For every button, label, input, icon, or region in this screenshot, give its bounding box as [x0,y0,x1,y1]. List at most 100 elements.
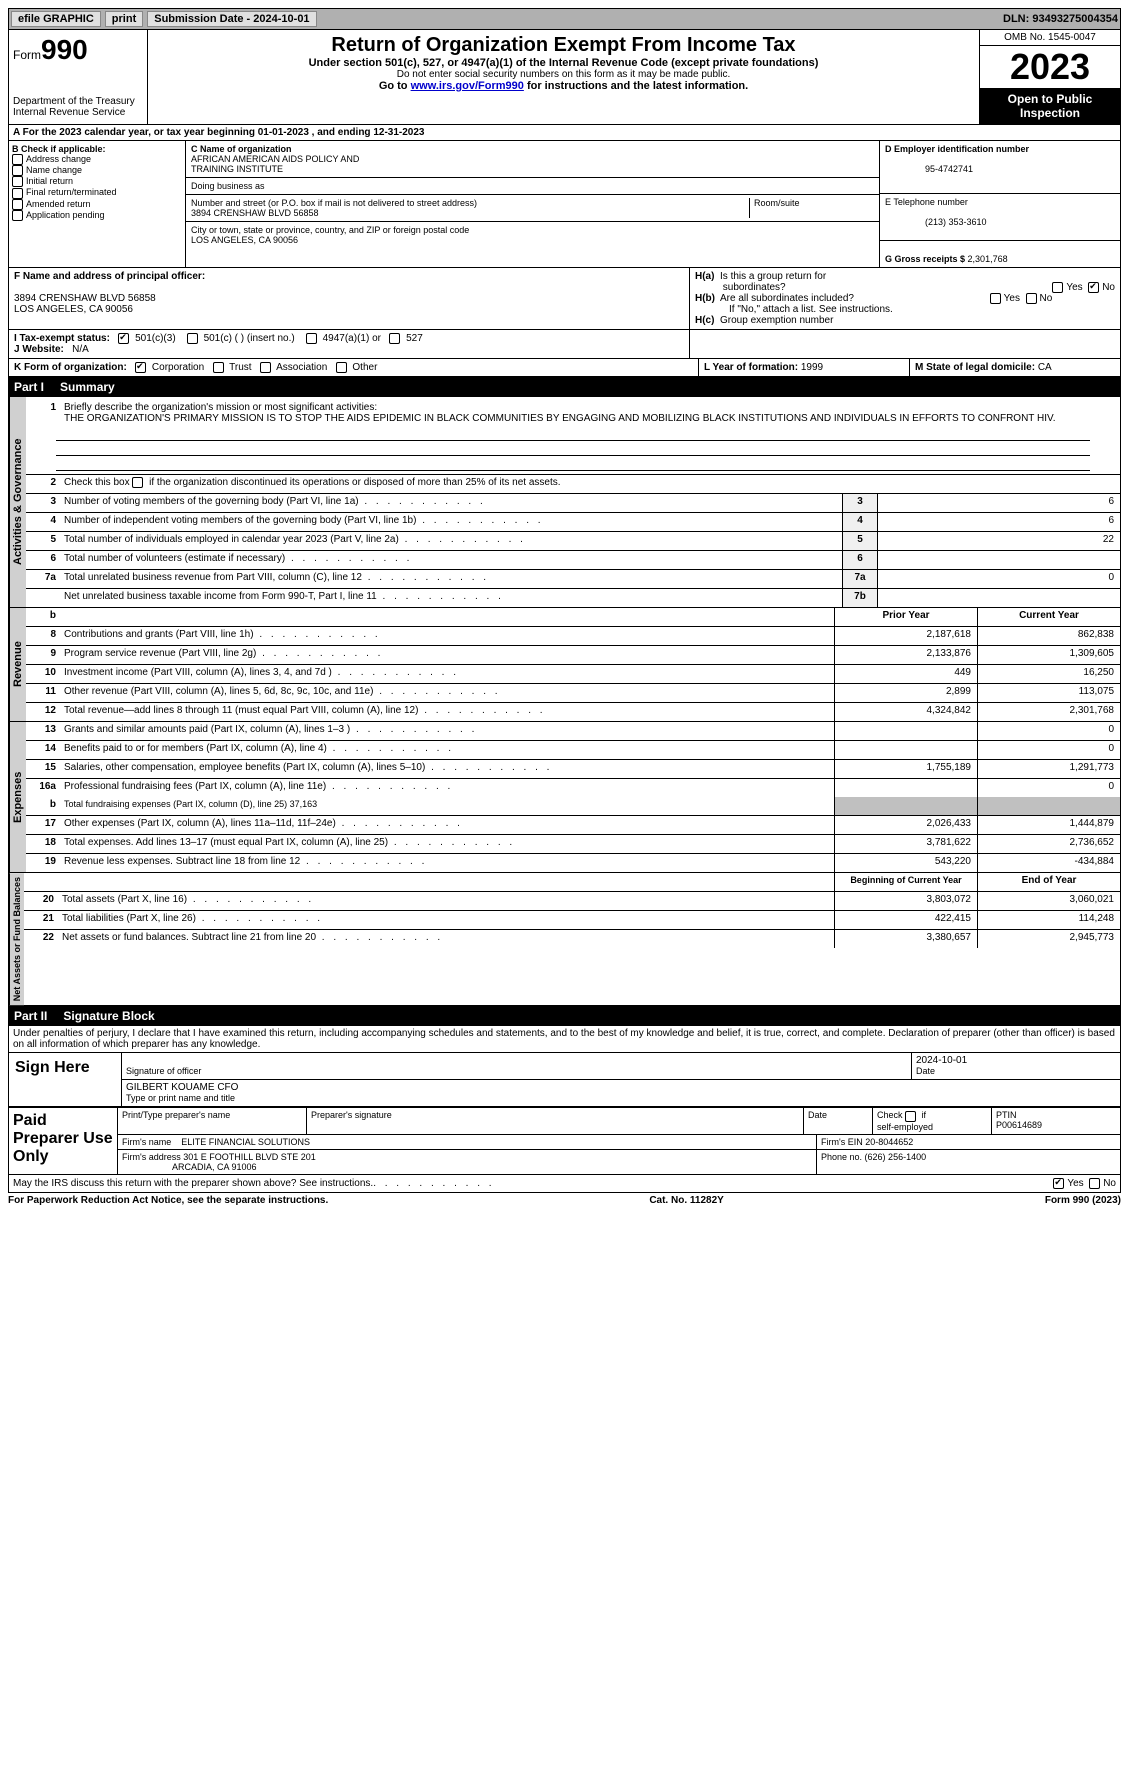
cb-501c3[interactable] [118,333,129,344]
m-value: CA [1038,362,1052,373]
line-num: 18 [26,835,60,853]
curr-val: 1,444,879 [977,816,1120,834]
cb-label: Initial return [26,176,73,186]
sig-date-value: 2024-10-01 [916,1055,967,1066]
h-cell-bottom [690,330,1120,358]
prior-val: 3,781,622 [834,835,977,853]
hb-yes-checkbox[interactable] [990,293,1001,304]
form-num: 990 [41,34,88,65]
hb-note: If "No," attach a list. See instructions… [695,304,1115,315]
table-row: 21 Total liabilities (Part X, line 26) 4… [24,911,1120,930]
prior-val: 3,803,072 [834,892,977,910]
main-title: Return of Organization Exempt From Incom… [156,34,971,57]
line-num: 8 [26,627,60,645]
cb-name-change[interactable]: Name change [12,165,182,176]
line-desc: Net assets or fund balances. Subtract li… [58,930,834,948]
line-desc: Grants and similar amounts paid (Part IX… [60,722,834,740]
dots [373,1178,1053,1189]
cb-501c[interactable] [187,333,198,344]
cb-initial-return[interactable]: Initial return [12,176,182,187]
table-row: 12 Total revenue—add lines 8 through 11 … [26,703,1120,721]
k-cell: K Form of organization: Corporation Trus… [9,359,699,376]
line-num: 10 [26,665,60,683]
ha-no-checkbox[interactable] [1088,282,1099,293]
cb-4947[interactable] [306,333,317,344]
cb-label: Final return/terminated [26,187,117,197]
cb-assoc[interactable] [260,362,271,373]
street-label: Number and street (or P.O. box if mail i… [191,198,477,208]
dba-cell: Doing business as [186,178,879,195]
firm-ein-value: 20-8044652 [865,1137,913,1147]
line-num: 15 [26,760,60,778]
form-header: Form990 Department of the Treasury Inter… [8,30,1121,125]
ha-yes-checkbox[interactable] [1052,282,1063,293]
activities-governance: Activities & Governance 1 Briefly descri… [8,397,1121,608]
curr-val: 1,309,605 [977,646,1120,664]
cb-label: Application pending [26,210,105,220]
prior-val: 2,133,876 [834,646,977,664]
line-num: 13 [26,722,60,740]
goto-label: Go to [379,80,411,92]
cb-amended[interactable]: Amended return [12,199,182,210]
cb-trust[interactable] [213,362,224,373]
curr-val: 114,248 [977,911,1120,929]
tab-net-assets: Net Assets or Fund Balances [9,873,24,1005]
line-desc: Total assets (Part X, line 16) [58,892,834,910]
tel-value: (213) 353-3610 [885,217,987,227]
officer-addr2: LOS ANGELES, CA 90056 [14,304,133,315]
cb-final-return[interactable]: Final return/terminated [12,187,182,198]
prior-val: 2,899 [834,684,977,702]
cb-discontinued[interactable] [132,477,143,488]
cb-527[interactable] [389,333,400,344]
website-value: N/A [72,344,89,355]
line-desc: Total fundraising expenses (Part IX, col… [60,797,834,815]
line-num: 20 [24,892,58,910]
table-row: 4 Number of independent voting members o… [26,513,1120,532]
k-label: K Form of organization: [14,362,127,373]
grey-cell [977,797,1120,815]
officer-cell: F Name and address of principal officer:… [9,268,690,329]
mission-line [56,456,1090,471]
curr-val: -434,884 [977,854,1120,872]
cb-application-pending[interactable]: Application pending [12,210,182,221]
efile-button[interactable]: efile GRAPHIC [11,11,101,27]
prior-val: 3,380,657 [834,930,977,948]
footer-mid: Cat. No. 11282Y [649,1195,723,1206]
no-label: No [1103,1178,1116,1189]
cb-discuss-yes[interactable] [1053,1178,1064,1189]
footer-left: For Paperwork Reduction Act Notice, see … [8,1195,328,1206]
prior-val [834,722,977,740]
hb-no-checkbox[interactable] [1026,293,1037,304]
mission-line [56,426,1090,441]
dln-value: 93493275004354 [1032,13,1118,25]
firm-addr-label: Firm's address [122,1152,183,1162]
table-row: 9 Program service revenue (Part VIII, li… [26,646,1120,665]
title-cell: Return of Organization Exempt From Incom… [148,30,979,124]
line-desc: Investment income (Part VIII, column (A)… [60,665,834,683]
sig-officer-label: Signature of officer [126,1066,201,1076]
table-row: 15 Salaries, other compensation, employe… [26,760,1120,779]
cb-corp[interactable] [135,362,146,373]
curr-val: 0 [977,779,1120,797]
l-value: 1999 [801,362,823,373]
ein-label: D Employer identification number [885,144,1029,154]
cb-other[interactable] [336,362,347,373]
527-label: 527 [406,333,423,344]
line-num: 17 [26,816,60,834]
irs-link[interactable]: www.irs.gov/Form990 [411,80,524,92]
cb-self-employed[interactable] [905,1111,916,1122]
paid-preparer-block: Paid Preparer Use Only Print/Type prepar… [8,1108,1121,1174]
cb-discuss-no[interactable] [1089,1178,1100,1189]
part-num: Part I [14,380,44,394]
line-desc [58,873,834,891]
print-button[interactable]: print [105,11,143,27]
ha-row: H(a) Is this a group return for subordin… [695,271,1115,293]
m-label: M State of legal domicile: [915,362,1038,373]
cb-address-change[interactable]: Address change [12,154,182,165]
section-f-h: F Name and address of principal officer:… [8,268,1121,330]
subtitle-2: Do not enter social security numbers on … [156,69,971,80]
submission-date-label: Submission Date - [154,13,253,25]
phone-label: Phone no. [821,1152,865,1162]
line-num: 12 [26,703,60,721]
paid-preparer-label: Paid Preparer Use Only [9,1108,117,1173]
